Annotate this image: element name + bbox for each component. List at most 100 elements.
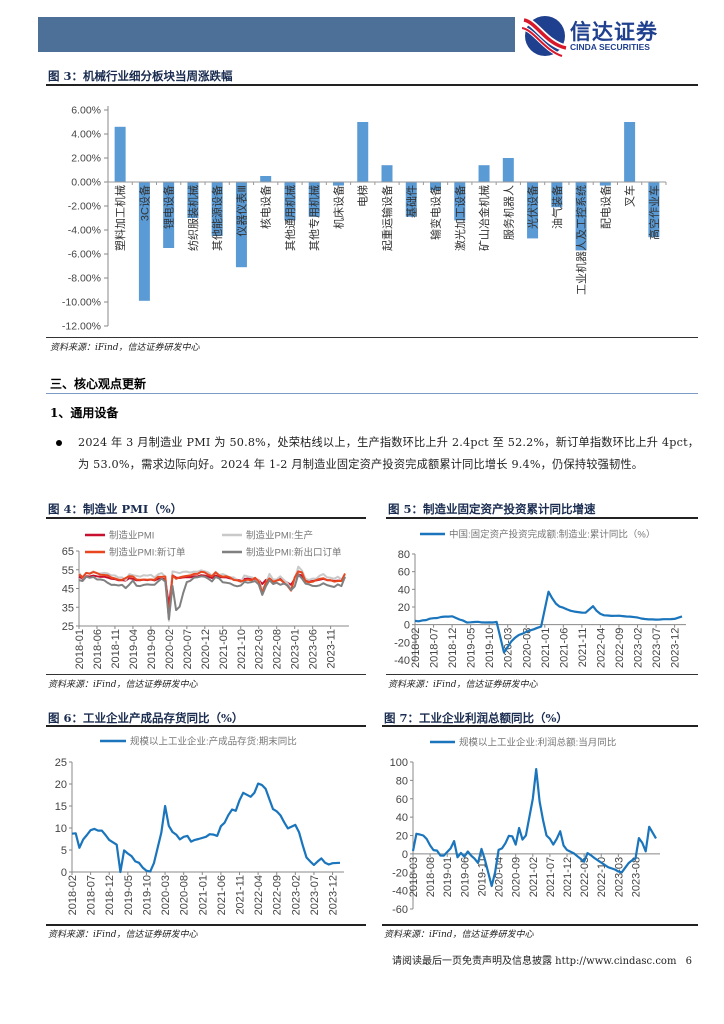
y-tick-label: -2.00%	[68, 201, 101, 213]
x-tick-label: 2019-05	[123, 875, 135, 915]
x-tick-label: 2023-03	[613, 857, 625, 897]
figure7-source: 资料来源：iFind，信达证券研发中心	[384, 930, 534, 940]
y-tick-label: 15	[55, 801, 67, 813]
category-label: 3C设备	[137, 185, 151, 221]
category-label: 纺织服装机械	[186, 185, 200, 251]
x-tick-label: 2018-02	[410, 628, 422, 668]
bar	[187, 182, 199, 218]
x-tick-label: 2020-08	[179, 875, 191, 915]
x-tick-label: 2021-06	[216, 875, 228, 915]
x-tick-label: 2018-07	[429, 628, 441, 668]
y-tick-label: 0	[404, 620, 410, 632]
y-tick-label: -10.00%	[62, 297, 101, 309]
bar	[648, 182, 660, 238]
y-tick-label: 80	[396, 775, 408, 787]
figure3-source: 资料来源：iFind，信达证券研发中心	[50, 343, 200, 353]
page-footer: 请阅读最后一页免责声明及信息披露 http://www.cindasc.com …	[392, 952, 692, 967]
x-tick-label: 2019-10	[484, 628, 496, 668]
logo-text-en: CINDA SECURITIES	[570, 42, 650, 52]
section-divider	[46, 393, 698, 394]
x-tick-label: 2022-08	[272, 629, 284, 669]
x-tick-label: 2018-11	[110, 629, 122, 669]
legend-label: 制造业PMI	[109, 530, 154, 542]
series-line	[71, 782, 341, 874]
y-tick-label: 45	[62, 584, 74, 596]
category-label: 起重运输设备	[380, 185, 394, 251]
bar	[599, 182, 611, 186]
bar	[527, 182, 539, 239]
x-tick-label: 2021-07	[545, 857, 557, 897]
bar	[308, 182, 320, 217]
bar	[357, 122, 369, 182]
category-label: 机床设备	[331, 185, 345, 229]
bar	[284, 182, 296, 221]
figure3-title: 图 3：机械行业细分板块当周涨跌幅	[48, 69, 233, 83]
header-bar	[38, 17, 515, 52]
category-label: 核电设备	[259, 185, 273, 229]
legend-label: 制造业PMI:生产	[246, 530, 313, 542]
y-tick-label: 0	[61, 867, 67, 879]
y-tick-label: 40	[396, 812, 408, 824]
category-label: 叉车	[623, 185, 637, 207]
page-number: 6	[685, 956, 692, 967]
x-tick-label: 2020-07	[182, 629, 194, 669]
x-tick-label: 2020-02	[164, 629, 176, 669]
category-label: 高空作业车	[647, 185, 661, 240]
x-tick-label: 2021-06	[558, 628, 570, 668]
x-tick-label: 2018-06	[92, 629, 104, 669]
y-tick-label: 20	[398, 602, 410, 614]
figure5-line-chart: 80 60 40 20 0 -20 -40 2018-02 2018-07 2018-12 2019…	[394, 529, 686, 668]
x-tick-label: 2020-08	[521, 628, 533, 668]
x-tick-label: 2021-11	[577, 628, 589, 668]
x-tick-label: 2021-01	[540, 628, 552, 668]
legend-label: 规模以上工业企业:产成品存货:期末同比	[130, 736, 297, 748]
bar	[211, 182, 223, 236]
y-tick-label: 65	[62, 546, 74, 558]
divider	[46, 84, 698, 86]
x-tick-label: 2023-12	[328, 875, 340, 915]
figure4-title: 图 4：制造业 PMI（%）	[48, 502, 183, 516]
bar	[332, 182, 344, 186]
category-label: 光伏设备	[526, 185, 540, 229]
x-tick-label: 2018-02	[67, 875, 79, 915]
logo-text-cn: 信达证券	[570, 20, 658, 44]
y-tick-label: 60	[398, 567, 410, 579]
subsection-heading: 1、通用设备	[50, 406, 119, 420]
x-tick-label: 2023-07	[651, 628, 663, 668]
figure5-source: 资料来源：iFind，信达证券研发中心	[388, 680, 538, 690]
y-tick-label: 2.00%	[71, 153, 101, 165]
y-tick-label: -12.00%	[62, 321, 101, 333]
x-tick-label: 2022-10	[596, 857, 608, 897]
legend-label: 制造业PMI:新订单	[109, 547, 186, 559]
x-tick-label: 2019-11	[476, 857, 488, 897]
footer-disclaimer: 请阅读最后一页免责声明及信息披露 http://www.cindasc.com	[391, 956, 677, 967]
x-tick-label: 2022-09	[614, 628, 626, 668]
bar	[138, 182, 150, 301]
bullet-icon	[56, 440, 62, 446]
bar	[235, 182, 247, 268]
y-tick-label: 60	[396, 794, 408, 806]
category-label: 锂电设备	[162, 185, 176, 229]
x-tick-label: 2020-03	[503, 628, 515, 668]
x-tick-label: 2021-12	[562, 857, 574, 897]
x-tick-label: 2018-01	[74, 629, 86, 669]
divider	[46, 337, 698, 338]
cinda-logo: 信达证券 CINDA SECURITIES	[521, 14, 702, 58]
category-label: 工业机器人及工控系统	[574, 185, 588, 295]
bar	[624, 122, 636, 182]
y-tick-label: -4.00%	[68, 225, 101, 237]
x-tick-label: 2023-07	[309, 875, 321, 915]
bar	[575, 182, 587, 251]
category-label: 电梯	[357, 185, 370, 207]
x-tick-label: 2022-09	[272, 875, 284, 915]
category-label: 基础件	[405, 185, 418, 218]
x-tick-label: 2023-12	[670, 628, 682, 668]
section-heading: 三、核心观点更新	[50, 377, 147, 391]
y-tick-label: 0	[402, 849, 408, 861]
y-tick-label: -6.00%	[68, 249, 101, 261]
category-label: 其他能源设备	[210, 185, 224, 251]
x-tick-label: 2019-05	[466, 628, 478, 668]
x-tick-label: 2020-09	[511, 857, 523, 897]
